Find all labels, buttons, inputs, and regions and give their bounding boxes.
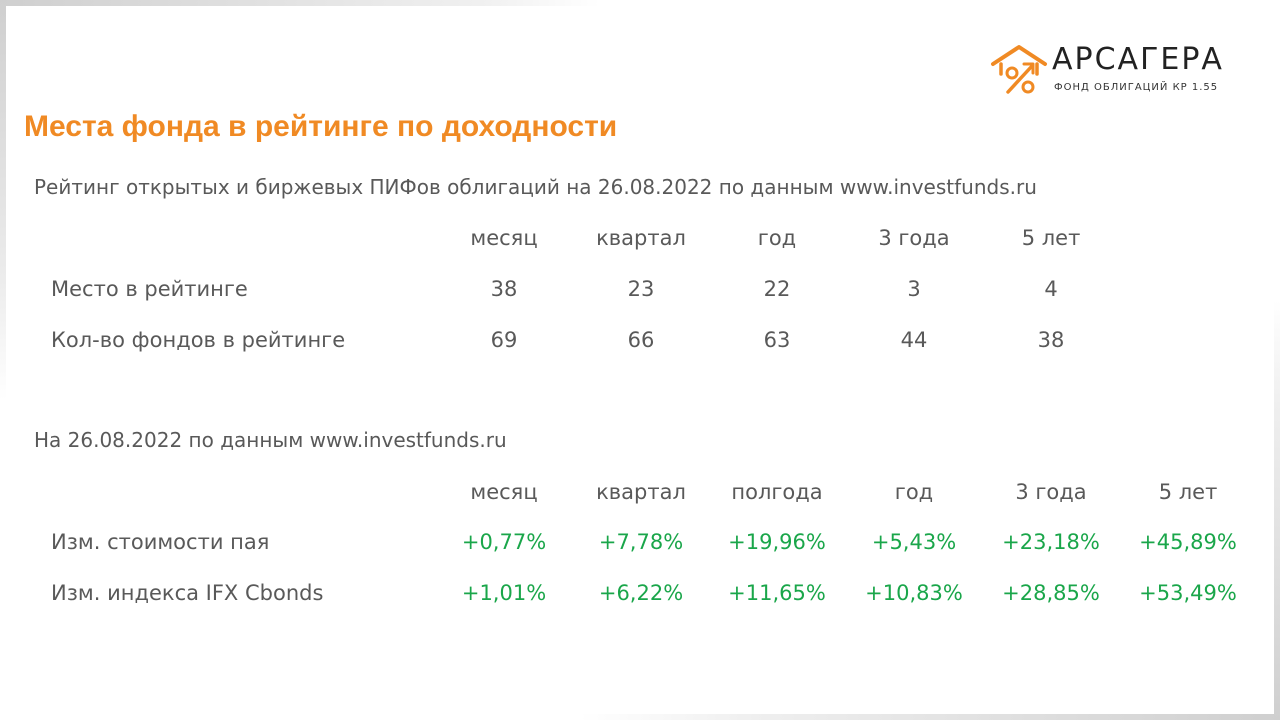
returns-row-index-label: Изм. индекса IFX Cbonds: [51, 581, 324, 605]
rating-place-year: 22: [763, 277, 791, 301]
rating-count-5years: 38: [1037, 328, 1065, 352]
returns-caption: На 26.08.2022 по данным www.investfunds.…: [34, 428, 507, 452]
rating-place-5years: 4: [1044, 277, 1058, 301]
returns-header-quarter: квартал: [596, 480, 686, 504]
rating-caption: Рейтинг открытых и биржевых ПИФов облига…: [34, 175, 1037, 199]
returns-header-halfyear: полгода: [731, 480, 823, 504]
frame-bottom-border: [580, 714, 1280, 720]
returns-index-3years: +28,85%: [1002, 581, 1100, 605]
rating-header-5years: 5 лет: [1021, 226, 1081, 250]
returns-header-5years: 5 лет: [1158, 480, 1218, 504]
returns-share-month: +0,77%: [461, 530, 547, 554]
rating-place-quarter: 23: [627, 277, 655, 301]
returns-share-3years: +23,18%: [1002, 530, 1100, 554]
rating-place-month: 38: [490, 277, 518, 301]
returns-share-quarter: +7,78%: [598, 530, 684, 554]
rating-header-quarter: квартал: [596, 226, 686, 250]
arsagera-logo: АРСАГЕРА ФОНД ОБЛИГАЦИЙ КР 1.55: [990, 40, 1250, 100]
logo-subtitle: ФОНД ОБЛИГАЦИЙ КР 1.55: [1054, 82, 1219, 93]
rating-row-count-label: Кол-во фондов в рейтинге: [51, 328, 346, 352]
returns-row-share-label: Изм. стоимости пая: [51, 530, 270, 554]
returns-index-quarter: +6,22%: [598, 581, 684, 605]
rating-header-3years: 3 года: [878, 226, 950, 250]
logo-name: АРСАГЕРА: [1052, 42, 1224, 77]
returns-index-halfyear: +11,65%: [728, 581, 826, 605]
returns-index-month: +1,01%: [461, 581, 547, 605]
frame-left-border: [0, 0, 6, 400]
returns-share-halfyear: +19,96%: [728, 530, 826, 554]
frame-top-border: [0, 0, 600, 6]
returns-header-year: год: [894, 480, 934, 504]
rating-count-quarter: 66: [627, 328, 655, 352]
rating-count-month: 69: [490, 328, 518, 352]
house-percent-icon: [991, 45, 1047, 94]
returns-header-3years: 3 года: [1015, 480, 1087, 504]
returns-header-month: месяц: [470, 480, 538, 504]
rating-place-3years: 3: [907, 277, 921, 301]
returns-index-year: +10,83%: [865, 581, 963, 605]
rating-count-3years: 44: [900, 328, 928, 352]
returns-index-5years: +53,49%: [1139, 581, 1237, 605]
page-title: Места фонда в рейтинге по доходности: [24, 110, 618, 143]
rating-header-year: год: [757, 226, 797, 250]
frame-right-border: [1274, 300, 1280, 720]
rating-row-place-label: Место в рейтинге: [51, 277, 248, 301]
returns-share-5years: +45,89%: [1139, 530, 1237, 554]
returns-share-year: +5,43%: [871, 530, 957, 554]
rating-header-month: месяц: [470, 226, 538, 250]
rating-count-year: 63: [763, 328, 791, 352]
